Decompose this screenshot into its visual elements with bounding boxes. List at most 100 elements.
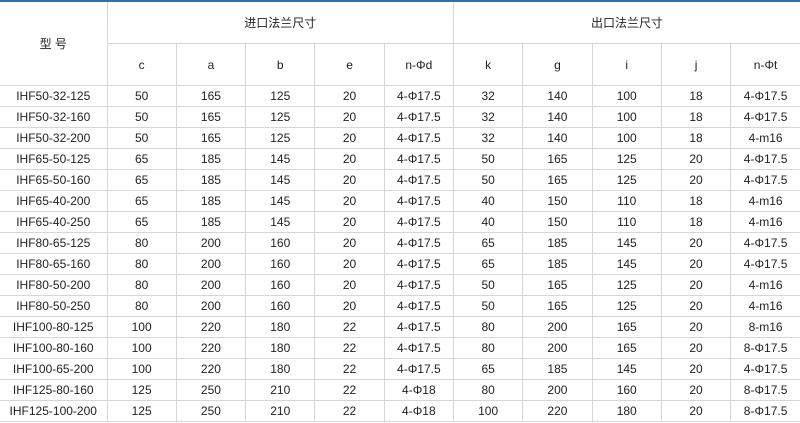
model-cell: IHF125-100-200 <box>0 400 108 422</box>
value-cell: 65 <box>452 232 524 254</box>
value-cell: 100 <box>591 85 662 107</box>
value-cell: 4-Φ17.5 <box>383 316 454 338</box>
model-cell: IHF65-50-125 <box>0 148 108 170</box>
value-cell: 65 <box>106 169 177 191</box>
value-cell: 20 <box>314 253 385 275</box>
value-cell: 165 <box>591 316 662 338</box>
value-cell: 165 <box>522 295 593 317</box>
value-cell: 65 <box>106 211 177 233</box>
table-row: IHF50-32-200 50 165 125 20 4-Φ17.5 32 140 100 18 4… <box>0 127 800 149</box>
value-cell: 4-Φ17.5 <box>383 127 454 149</box>
value-cell: 220 <box>175 316 247 338</box>
value-cell: 18 <box>660 127 732 149</box>
value-cell: 4-Φ17.5 <box>730 85 800 107</box>
value-cell: 50 <box>106 85 177 107</box>
value-cell: 20 <box>660 253 732 275</box>
value-cell: 22 <box>314 400 385 422</box>
value-cell: 20 <box>314 85 385 107</box>
value-cell: 145 <box>245 148 316 170</box>
value-cell: 125 <box>591 295 662 317</box>
value-cell: 4-Φ17.5 <box>383 295 454 317</box>
value-cell: 165 <box>522 169 593 191</box>
value-cell: 100 <box>106 358 177 380</box>
table-row: IHF125-100-200 125 250 210 22 4-Φ18 100 220 180 2… <box>0 400 800 422</box>
value-cell: 200 <box>522 316 593 338</box>
value-cell: 8-Φ17.5 <box>730 337 800 359</box>
value-cell: 80 <box>106 295 177 317</box>
table-row: IHF80-50-200 80 200 160 20 4-Φ17.5 50 165 125 20 4… <box>0 274 800 296</box>
value-cell: 80 <box>106 274 177 296</box>
value-cell: 32 <box>452 106 524 128</box>
value-cell: 22 <box>314 316 385 338</box>
value-cell: 50 <box>106 127 177 149</box>
value-cell: 145 <box>245 169 316 191</box>
value-cell: 80 <box>452 316 524 338</box>
value-cell: 22 <box>314 337 385 359</box>
column-header: j <box>660 43 732 86</box>
header-outlet-flange: 出口法兰尺寸 <box>452 2 800 44</box>
model-cell: IHF80-50-250 <box>0 295 108 317</box>
value-cell: 160 <box>245 253 316 275</box>
value-cell: 125 <box>591 169 662 191</box>
model-cell: IHF65-40-250 <box>0 211 108 233</box>
column-header: g <box>522 43 593 86</box>
value-cell: 185 <box>522 253 593 275</box>
value-cell: 145 <box>591 358 662 380</box>
value-cell: 4-m16 <box>730 190 800 212</box>
value-cell: 145 <box>591 232 662 254</box>
value-cell: 165 <box>175 127 247 149</box>
value-cell: 4-Φ17.5 <box>383 106 454 128</box>
column-header: i <box>591 43 662 86</box>
value-cell: 210 <box>245 400 316 422</box>
value-cell: 32 <box>452 127 524 149</box>
value-cell: 20 <box>660 358 732 380</box>
value-cell: 160 <box>245 274 316 296</box>
header-row-columns: c a b e n-Φd k g i j n-Φt <box>0 43 800 86</box>
header-model: 型 号 <box>0 2 108 86</box>
table-row: IHF65-50-125 65 185 145 20 4-Φ17.5 50 165 125 20 4… <box>0 148 800 170</box>
table-row: IHF80-65-125 80 200 160 20 4-Φ17.5 65 185 145 20 4… <box>0 232 800 254</box>
model-cell: IHF50-32-200 <box>0 127 108 149</box>
value-cell: 65 <box>452 358 524 380</box>
value-cell: 20 <box>660 400 732 422</box>
value-cell: 140 <box>522 127 593 149</box>
value-cell: 110 <box>591 211 662 233</box>
value-cell: 110 <box>591 190 662 212</box>
value-cell: 220 <box>522 400 593 422</box>
table-row: IHF50-32-125 50 165 125 20 4-Φ17.5 32 140 100 18 4… <box>0 85 800 107</box>
value-cell: 185 <box>175 169 247 191</box>
value-cell: 18 <box>660 85 732 107</box>
column-header: a <box>175 43 247 86</box>
value-cell: 20 <box>660 379 732 401</box>
value-cell: 140 <box>522 85 593 107</box>
value-cell: 160 <box>245 295 316 317</box>
value-cell: 32 <box>452 85 524 107</box>
model-cell: IHF100-65-200 <box>0 358 108 380</box>
value-cell: 20 <box>314 295 385 317</box>
value-cell: 50 <box>452 148 524 170</box>
value-cell: 200 <box>175 253 247 275</box>
model-cell: IHF80-65-125 <box>0 232 108 254</box>
model-cell: IHF50-32-160 <box>0 106 108 128</box>
value-cell: 20 <box>660 316 732 338</box>
table-body: IHF50-32-125 50 165 125 20 4-Φ17.5 32 140 100 18 4… <box>0 85 800 422</box>
value-cell: 4-m16 <box>730 211 800 233</box>
value-cell: 145 <box>245 211 316 233</box>
value-cell: 150 <box>522 190 593 212</box>
value-cell: 20 <box>314 148 385 170</box>
value-cell: 18 <box>660 211 732 233</box>
value-cell: 210 <box>245 379 316 401</box>
value-cell: 180 <box>591 400 662 422</box>
value-cell: 50 <box>106 106 177 128</box>
value-cell: 150 <box>522 211 593 233</box>
table-row: IHF65-50-160 65 185 145 20 4-Φ17.5 50 165 125 20 4… <box>0 169 800 191</box>
value-cell: 20 <box>314 106 385 128</box>
value-cell: 4-Φ18 <box>383 379 454 401</box>
value-cell: 100 <box>452 400 524 422</box>
model-cell: IHF125-80-160 <box>0 379 108 401</box>
value-cell: 20 <box>314 169 385 191</box>
value-cell: 185 <box>175 148 247 170</box>
table-row: IHF125-80-160 125 250 210 22 4-Φ18 80 200 160 20 8… <box>0 379 800 401</box>
value-cell: 40 <box>452 211 524 233</box>
